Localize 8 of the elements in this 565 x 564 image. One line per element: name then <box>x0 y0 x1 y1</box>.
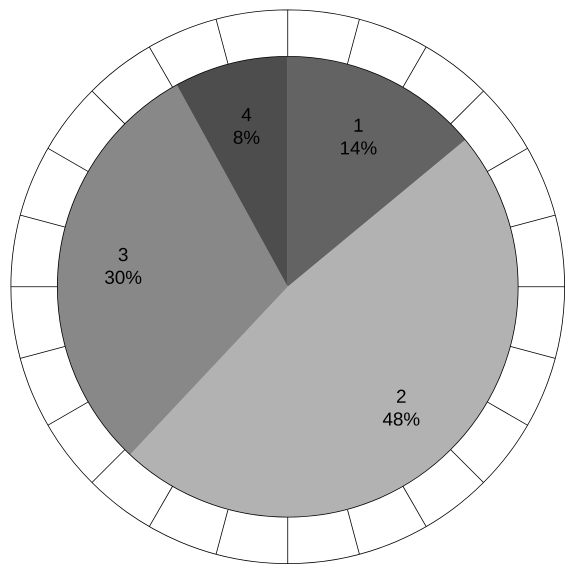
slice-label: 2 <box>397 390 406 403</box>
data-label: 8% <box>234 130 260 144</box>
slice-label: 4 <box>242 108 252 122</box>
data-label: 14% <box>341 141 376 155</box>
data-label: 48% <box>382 412 420 426</box>
slice-label: 1 <box>354 118 363 132</box>
data-label: 30% <box>105 270 142 284</box>
slice-label: 3 <box>118 248 128 262</box>
